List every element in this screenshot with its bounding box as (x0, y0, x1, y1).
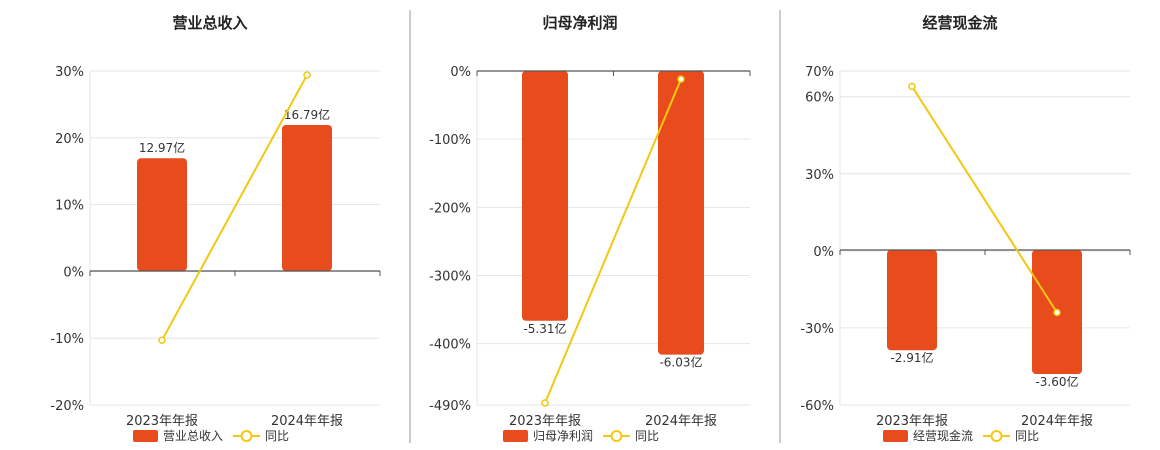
legend-line-marker-3 (990, 430, 1003, 442)
chart-title-2: 归母净利润 (542, 14, 617, 32)
legend-bar-swatch-3 (883, 430, 908, 442)
divider-lines (409, 10, 781, 443)
zero-axis-2 (476, 70, 751, 76)
y-tick-label: 60% (805, 91, 834, 106)
y-tick-label: -400% (429, 338, 471, 353)
y-tick-label: 30% (55, 65, 84, 80)
legend-line-marker-2 (610, 430, 623, 442)
yoy-point (908, 82, 916, 91)
y-axis-ticks-2: 0% -100% -200% -300% -400% -490% (429, 65, 471, 414)
x-category-2-2: 2024年年报 (645, 414, 717, 429)
bar-labels-2: -5.31亿 -6.03亿 (523, 321, 702, 370)
zero-axis-1 (89, 270, 381, 276)
legend-line-label-2: 同比 (635, 429, 659, 443)
x-category-2-1: 2023年年报 (509, 414, 581, 429)
y-tick-label: 70% (805, 65, 834, 80)
legend-bar-label-1: 营业总收入 (163, 429, 223, 443)
grid-lines-3 (839, 70, 1130, 406)
legend-line-label-3: 同比 (1015, 429, 1039, 443)
legend-2: 归母净利润 同比 (503, 429, 659, 443)
bar (522, 71, 568, 321)
yoy-point (1053, 308, 1061, 317)
y-tick-label: -30% (800, 322, 834, 337)
y-axis-ticks-3: 70% 60% 30% 0% -30% -60% (800, 65, 834, 414)
yoy-line-path (161, 74, 308, 341)
chart-panel-1: 营业总收入 30% 20% 10% 0% -10% -20% 12.97亿 16.79亿 2… (50, 14, 381, 443)
bar-data-label: -5.31亿 (523, 321, 566, 336)
yoy-line-path (544, 78, 682, 404)
yoy-line-path (911, 85, 1058, 314)
yoy-point (303, 71, 311, 79)
bars-1 (137, 125, 332, 271)
bars-2 (522, 71, 704, 355)
bar (658, 71, 704, 355)
legend-1: 营业总收入 同比 (133, 429, 289, 443)
y-tick-label: -490% (429, 399, 471, 414)
zero-axis-3 (839, 249, 1131, 255)
y-tick-label: 0% (813, 245, 834, 260)
legend-3: 经营现金流 同比 (883, 428, 1039, 443)
y-axis-ticks-1: 30% 20% 10% 0% -10% -20% (50, 65, 84, 414)
legend-line-label-1: 同比 (265, 429, 289, 443)
legend-bar-swatch-1 (133, 430, 158, 442)
bar-data-label: 12.97亿 (139, 140, 185, 155)
yoy-line-1 (158, 71, 311, 344)
yoy-point (677, 75, 685, 83)
yoy-point (158, 336, 166, 344)
chart-title-3: 经营现金流 (922, 14, 997, 32)
y-tick-label: 20% (55, 132, 84, 147)
bar (137, 158, 187, 271)
y-tick-label: -20% (50, 399, 84, 414)
y-tick-label: 0% (450, 65, 471, 80)
y-tick-label: -100% (429, 133, 471, 148)
bar-data-label: -6.03亿 (659, 355, 702, 370)
chart-panel-2: 归母净利润 0% -100% -200% -300% -400% -490% -5.31亿… (429, 14, 751, 443)
legend-line-marker-1 (240, 430, 253, 442)
legend-bar-label-3: 经营现金流 (913, 428, 973, 443)
y-tick-label: -10% (50, 332, 84, 347)
grid-lines-1 (89, 70, 380, 406)
y-tick-label: 30% (805, 168, 834, 183)
yoy-line-3 (908, 82, 1061, 317)
bar-data-label: 16.79亿 (284, 107, 330, 122)
y-tick-label: 0% (63, 265, 84, 280)
bar-data-label: -2.91亿 (890, 350, 933, 365)
y-tick-label: -60% (800, 399, 834, 414)
bar-labels-3: -2.91亿 -3.60亿 (890, 350, 1078, 389)
y-tick-label: 10% (55, 199, 84, 214)
yoy-line-2 (541, 75, 685, 407)
x-category-1-1: 2023年年报 (126, 414, 198, 429)
y-tick-label: -300% (429, 269, 471, 284)
x-category-1-2: 2024年年报 (271, 414, 343, 429)
legend-bar-swatch-2 (503, 430, 528, 442)
x-category-3-2: 2024年年报 (1021, 414, 1093, 429)
chart-title-1: 营业总收入 (172, 14, 247, 32)
bar-data-label: -3.60亿 (1035, 374, 1078, 389)
bar-labels-1: 12.97亿 16.79亿 (139, 107, 330, 155)
y-tick-label: -200% (429, 201, 471, 216)
legend-bar-label-2: 归母净利润 (533, 429, 593, 443)
x-category-3-1: 2023年年报 (876, 414, 948, 429)
yoy-point (541, 399, 549, 407)
bar (282, 125, 332, 271)
bar (887, 250, 937, 351)
chart-panel-3: 经营现金流 70% 60% 30% 0% -30% -60% -2.91亿 -3.60亿 2… (800, 14, 1131, 443)
